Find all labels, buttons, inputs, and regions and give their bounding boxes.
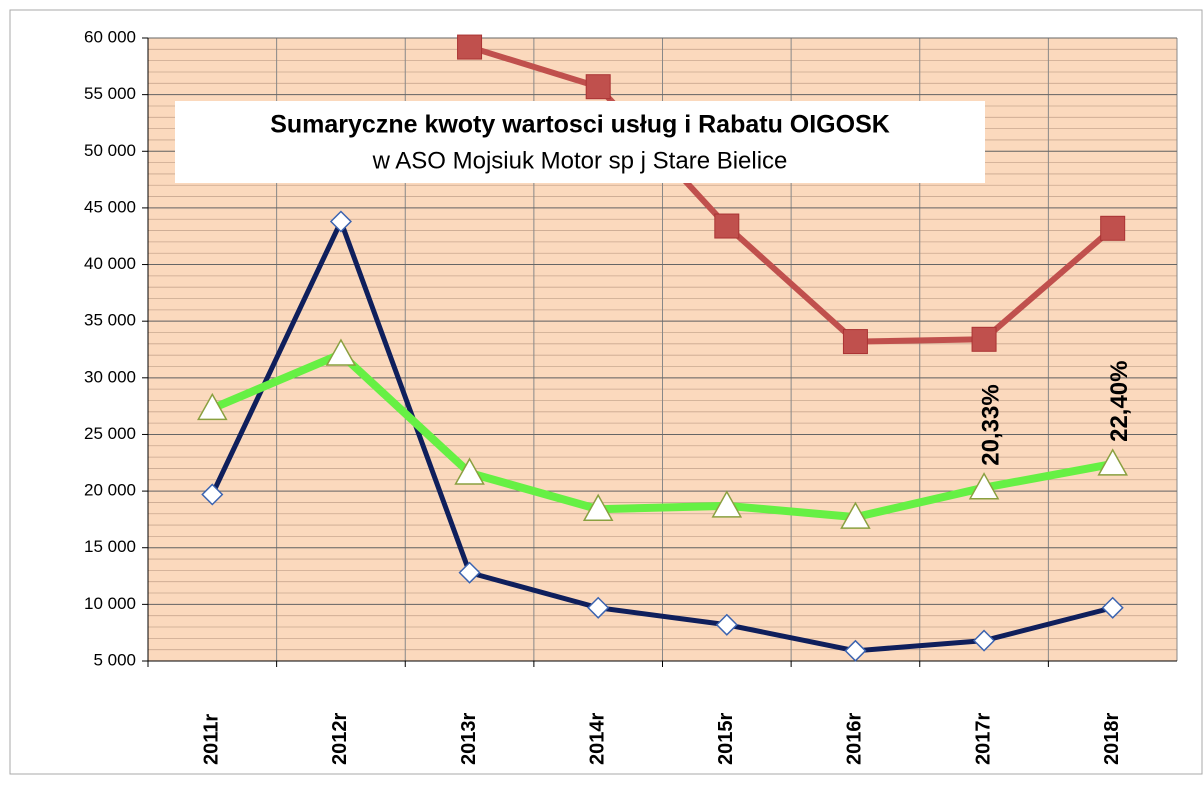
y-tick-label: 35 000 xyxy=(84,311,136,330)
marker xyxy=(973,629,996,652)
marker xyxy=(454,457,485,485)
y-tick-label: 15 000 xyxy=(84,537,136,556)
y-tick-label: 30 000 xyxy=(84,367,136,386)
x-tick-label: 2016r xyxy=(844,713,866,765)
x-tick-label: 2012r xyxy=(329,713,351,765)
marker xyxy=(201,483,224,506)
marker xyxy=(1100,215,1126,241)
chart-subtitle: w ASO Mojsiuk Motor sp j Stare Bielice xyxy=(372,147,788,174)
marker xyxy=(971,326,997,352)
marker xyxy=(1101,596,1124,619)
marker xyxy=(325,338,357,366)
marker xyxy=(197,392,228,421)
annotation: 22,40% xyxy=(1106,360,1133,441)
y-tick-label: 25 000 xyxy=(84,424,136,443)
marker xyxy=(715,613,738,636)
marker xyxy=(585,74,611,100)
x-tick-label: 2018r xyxy=(1101,713,1123,765)
marker xyxy=(458,561,481,584)
series-line xyxy=(210,219,1114,654)
marker xyxy=(844,639,867,662)
marker xyxy=(840,501,871,529)
marker xyxy=(714,213,740,239)
x-tick-label: 2011r xyxy=(201,714,223,765)
marker xyxy=(711,490,743,518)
marker xyxy=(1097,448,1128,476)
series-line xyxy=(210,350,1114,522)
y-tick-label: 5 000 xyxy=(93,650,136,669)
x-tick-label: 2017r xyxy=(972,713,994,765)
y-tick-label: 45 000 xyxy=(84,197,136,216)
y-tick-label: 60 000 xyxy=(84,27,136,46)
x-tick-label: 2015r xyxy=(715,713,737,765)
marker xyxy=(329,210,352,233)
marker xyxy=(457,34,483,60)
y-tick-label: 55 000 xyxy=(84,84,136,103)
marker xyxy=(587,596,610,619)
x-tick-label: 2014r xyxy=(586,713,608,765)
marker xyxy=(582,493,614,521)
y-tick-label: 10 000 xyxy=(84,594,136,613)
annotation: 20,33% xyxy=(977,384,1004,465)
title-box xyxy=(175,101,985,183)
chart-title: Sumaryczne kwoty wartosci usług i Rabatu… xyxy=(270,111,890,139)
marker xyxy=(842,329,868,355)
y-tick-label: 20 000 xyxy=(84,481,136,500)
x-tick-label: 2013r xyxy=(458,713,480,765)
y-tick-label: 50 000 xyxy=(84,141,136,160)
y-tick-label: 40 000 xyxy=(84,254,136,273)
marker xyxy=(968,472,1000,500)
series-line xyxy=(468,44,1115,345)
